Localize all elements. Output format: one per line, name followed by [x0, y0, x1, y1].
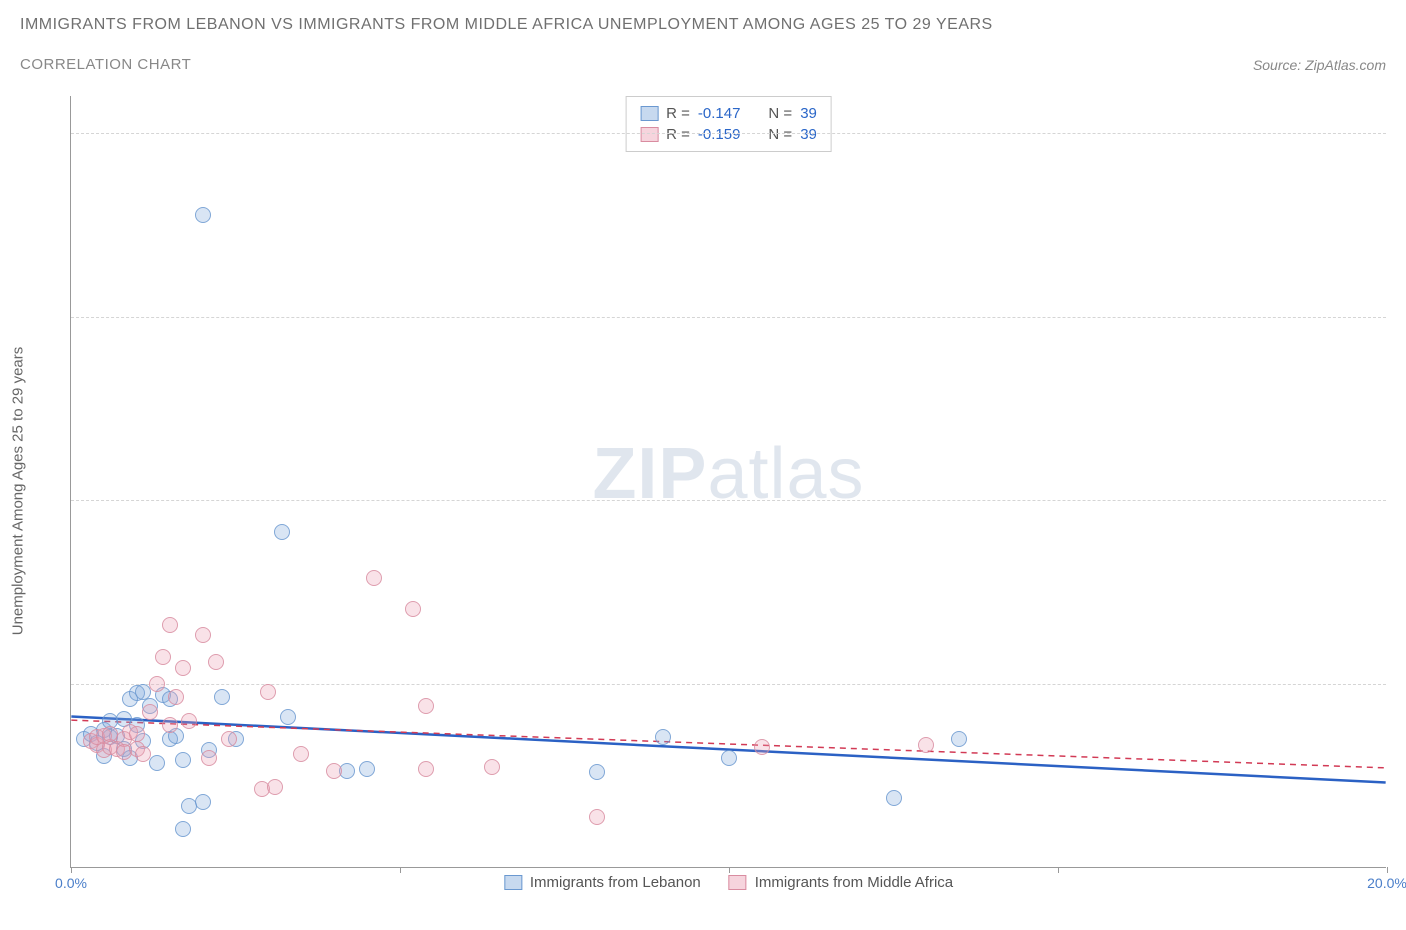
chart-container: Unemployment Among Ages 25 to 29 years Z… — [46, 96, 1386, 886]
r-label: R = — [666, 105, 690, 122]
data-point — [208, 654, 224, 670]
r-value: -0.147 — [698, 105, 741, 122]
legend-item: Immigrants from Lebanon — [504, 874, 701, 891]
r-label: R = — [666, 126, 690, 143]
legend-series: Immigrants from Lebanon Immigrants from M… — [504, 874, 953, 891]
data-point — [149, 676, 165, 692]
source-label: Source: ZipAtlas.com — [1253, 57, 1386, 73]
y-tick-label: 20.0% — [1392, 492, 1406, 508]
data-point — [168, 689, 184, 705]
data-point — [274, 524, 290, 540]
data-point — [655, 729, 671, 745]
data-point — [418, 761, 434, 777]
r-value: -0.159 — [698, 126, 741, 143]
n-value: 39 — [800, 105, 817, 122]
legend-swatch — [640, 127, 658, 142]
data-point — [721, 750, 737, 766]
data-point — [195, 627, 211, 643]
data-point — [293, 746, 309, 762]
data-point — [149, 755, 165, 771]
legend-swatch — [729, 875, 747, 890]
data-point — [221, 731, 237, 747]
legend-swatch — [640, 106, 658, 121]
legend-item: Immigrants from Middle Africa — [729, 874, 953, 891]
data-point — [405, 601, 421, 617]
x-tick — [1387, 867, 1388, 873]
watermark: ZIPatlas — [592, 433, 864, 515]
data-point — [195, 207, 211, 223]
data-point — [260, 684, 276, 700]
legend-stat-row: R = -0.147 N = 39 — [640, 103, 817, 124]
n-label: N = — [768, 126, 792, 143]
data-point — [326, 763, 342, 779]
x-tick-label: 20.0% — [1367, 875, 1406, 891]
data-point — [181, 713, 197, 729]
data-point — [589, 764, 605, 780]
data-point — [201, 750, 217, 766]
data-point — [129, 726, 145, 742]
y-axis-title: Unemployment Among Ages 25 to 29 years — [10, 347, 27, 636]
gridline-h — [71, 133, 1386, 134]
data-point — [267, 779, 283, 795]
data-point — [195, 794, 211, 810]
x-tick — [729, 867, 730, 873]
data-point — [484, 759, 500, 775]
y-tick-label: 10.0% — [1392, 676, 1406, 692]
data-point — [754, 739, 770, 755]
data-point — [142, 704, 158, 720]
data-point — [162, 617, 178, 633]
legend-series-name: Immigrants from Lebanon — [530, 874, 701, 891]
n-value: 39 — [800, 126, 817, 143]
x-tick — [400, 867, 401, 873]
data-point — [135, 746, 151, 762]
data-point — [155, 649, 171, 665]
y-tick-label: 30.0% — [1392, 309, 1406, 325]
data-point — [589, 809, 605, 825]
n-label: N = — [768, 105, 792, 122]
legend-stats: R = -0.147 N = 39 R = -0.159 N = 39 — [625, 96, 832, 152]
gridline-h — [71, 317, 1386, 318]
data-point — [918, 737, 934, 753]
gridline-h — [71, 500, 1386, 501]
legend-stat-row: R = -0.159 N = 39 — [640, 124, 817, 145]
chart-title: IMMIGRANTS FROM LEBANON VS IMMIGRANTS FR… — [20, 16, 1386, 34]
data-point — [886, 790, 902, 806]
x-tick-label: 0.0% — [55, 875, 87, 891]
data-point — [214, 689, 230, 705]
x-tick — [71, 867, 72, 873]
data-point — [280, 709, 296, 725]
legend-series-name: Immigrants from Middle Africa — [755, 874, 953, 891]
data-point — [359, 761, 375, 777]
chart-subtitle: CORRELATION CHART — [20, 56, 191, 73]
legend-swatch — [504, 875, 522, 890]
x-tick — [1058, 867, 1059, 873]
plot-area: ZIPatlas R = -0.147 N = 39 R = -0.159 N = 3… — [70, 96, 1386, 868]
y-tick-label: 40.0% — [1392, 125, 1406, 141]
data-point — [175, 821, 191, 837]
data-point — [418, 698, 434, 714]
data-point — [175, 660, 191, 676]
data-point — [951, 731, 967, 747]
data-point — [162, 717, 178, 733]
data-point — [175, 752, 191, 768]
data-point — [366, 570, 382, 586]
